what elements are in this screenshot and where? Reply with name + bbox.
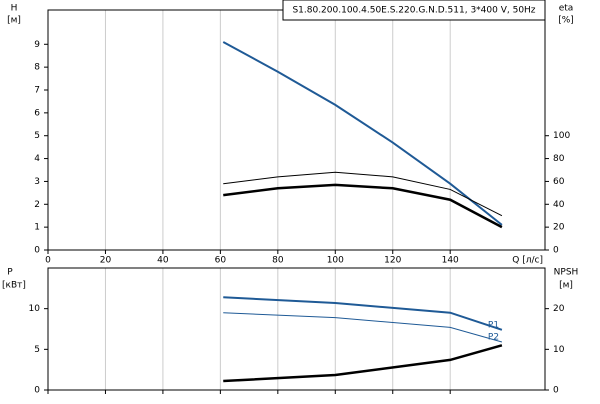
curve-label: P1 [488, 320, 499, 330]
y-tick-label: 0 [34, 386, 40, 396]
y2-axis-label: eta [559, 4, 574, 14]
x-tick-label: 60 [215, 256, 227, 266]
y2-tick-label: 80 [553, 154, 565, 164]
y-tick-label: 9 [34, 40, 40, 50]
y-axis-unit: [кВт] [2, 281, 26, 291]
plot-frame [47, 267, 546, 391]
curve-label: P2 [488, 333, 499, 343]
y-tick-label: 0 [34, 246, 40, 256]
curve [223, 344, 503, 383]
y2-tick-label: 0 [553, 386, 559, 396]
y-tick-label: 8 [34, 63, 40, 73]
y-axis-label: H [11, 4, 18, 14]
y-axis-unit: [м] [7, 16, 21, 26]
y-tick-label: 2 [34, 200, 40, 210]
plot-frame [47, 9, 546, 251]
y-tick-label: 6 [34, 108, 40, 118]
y2-tick-label: 20 [553, 223, 565, 233]
y-tick-label: 5 [34, 345, 40, 355]
y2-axis-unit: [м] [559, 281, 573, 291]
x-tick-label: 80 [272, 256, 284, 266]
curve [223, 171, 503, 217]
y2-tick-label: 60 [553, 177, 565, 187]
curve [223, 183, 503, 229]
title-box [282, 0, 546, 21]
y2-tick-label: 20 [553, 304, 565, 314]
y-tick-label: 4 [34, 154, 40, 164]
y2-axis-label: NPSH [554, 268, 579, 278]
chart-title: S1.80.200.100.4.50E.S.220.G.N.D.511, 3*4… [292, 6, 535, 16]
y2-axis-unit: [%] [558, 16, 574, 26]
x-tick-label: 0 [45, 256, 51, 266]
x-tick-label: 120 [384, 256, 401, 266]
x-tick-label: 40 [157, 256, 169, 266]
curve [223, 296, 503, 331]
y2-tick-label: 40 [553, 200, 565, 210]
curve [223, 312, 503, 343]
y-tick-label: 1 [34, 223, 40, 233]
x-tick-label: 20 [100, 256, 112, 266]
y-tick-label: 7 [34, 86, 40, 96]
y2-tick-label: 0 [553, 246, 559, 256]
y-tick-label: 5 [34, 131, 40, 141]
y-axis-label: P [7, 268, 13, 278]
y2-tick-label: 100 [553, 131, 570, 141]
x-tick-label: 140 [442, 256, 459, 266]
y2-tick-label: 10 [553, 345, 565, 355]
x-tick-label: 100 [327, 256, 344, 266]
curve [222, 41, 503, 226]
x-axis-label: Q [л/с] [512, 256, 543, 266]
y-tick-label: 10 [29, 304, 41, 314]
y-tick-label: 3 [34, 177, 40, 187]
